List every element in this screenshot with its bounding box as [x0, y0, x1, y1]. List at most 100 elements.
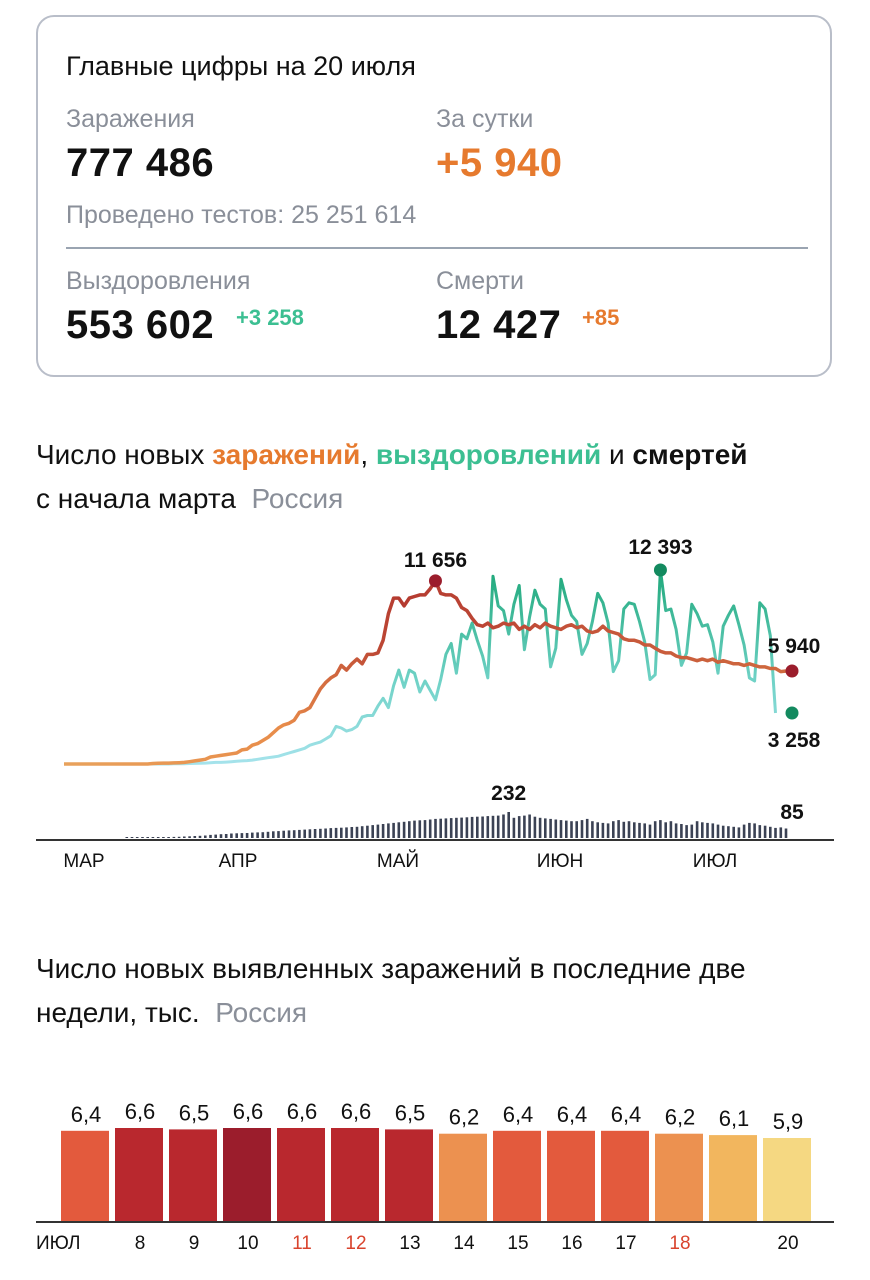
deaths-bar	[444, 818, 448, 838]
deaths-bar	[742, 824, 746, 838]
deaths-bar	[224, 834, 228, 838]
deaths-bar	[298, 829, 301, 838]
deaths-bar	[413, 820, 416, 838]
deaths-bar	[601, 822, 605, 838]
bar	[655, 1133, 703, 1222]
tests-count: Проведено тестов: 25 251 614	[66, 201, 417, 229]
bar-category-label: 10	[237, 1233, 258, 1254]
deaths-bar	[340, 827, 343, 838]
line-chart: МАР АПР МАЙ ИЮН ИЮЛ 11 656 12 393 5 940 3 258 23…	[36, 536, 834, 872]
bar-category-label: 18	[669, 1233, 690, 1254]
deaths-bar	[585, 818, 589, 838]
bar-category-label: 14	[453, 1233, 475, 1254]
deaths-delta: +85	[582, 305, 620, 330]
heading-text: Число новых	[36, 439, 213, 470]
deaths-bar	[549, 818, 552, 838]
deaths-bar	[193, 836, 197, 838]
deaths-bar	[156, 837, 160, 838]
deaths-bar	[627, 821, 631, 838]
deaths-bar	[460, 817, 463, 838]
infections-value: 777 486	[66, 141, 215, 185]
point-marker	[785, 706, 799, 720]
bar-category-label: 12	[345, 1233, 366, 1254]
bar-value-label: 6,5	[395, 1100, 426, 1125]
deaths-bar	[261, 832, 265, 838]
deaths-bar	[674, 823, 678, 838]
deaths-bar	[167, 837, 170, 838]
bar	[439, 1133, 487, 1222]
deaths-bar	[538, 817, 542, 838]
deaths-bar	[664, 822, 667, 838]
deaths-bar	[151, 837, 155, 838]
deaths-bar	[711, 823, 715, 838]
deaths-bar	[758, 825, 762, 838]
x-tick-label: ИЮН	[537, 851, 584, 872]
deaths-bar	[763, 825, 767, 838]
heading-line2: с начала марта	[36, 483, 236, 514]
deaths-bar	[544, 818, 547, 838]
deaths-bar	[292, 830, 296, 838]
deaths-bar	[256, 832, 259, 838]
bar-value-label: 6,1	[719, 1106, 750, 1131]
deaths-bar	[491, 815, 495, 838]
deaths-bar	[695, 821, 699, 838]
bar-category-label: 11	[292, 1233, 312, 1254]
chart1-heading: Число новых заражений, выздоровлений и с…	[36, 433, 748, 521]
deaths-bar	[381, 824, 385, 838]
deaths-bar	[669, 821, 673, 838]
deaths-bar	[476, 816, 479, 838]
bar-value-label: 6,4	[557, 1102, 588, 1127]
deaths-bar	[659, 820, 662, 838]
deaths-label: Смерти	[436, 267, 524, 295]
daily-value: +5 940	[436, 141, 563, 185]
deaths-bar	[716, 824, 720, 838]
deaths-bar	[230, 833, 233, 838]
point-marker	[785, 664, 799, 678]
deaths-bar	[329, 828, 333, 838]
deaths-bar	[638, 822, 641, 838]
deaths-bar	[214, 834, 217, 838]
point-label: 11 656	[404, 549, 467, 572]
deaths-bar	[727, 826, 730, 838]
bar-value-label: 6,6	[287, 1099, 318, 1124]
deaths-bar	[366, 825, 369, 838]
deaths-bar	[387, 823, 390, 838]
bar-value-label: 6,4	[611, 1102, 642, 1127]
bar	[601, 1130, 649, 1222]
deaths-bar	[517, 816, 521, 838]
deaths-bar	[470, 816, 474, 838]
deaths-bar	[612, 821, 615, 838]
deaths-bar	[465, 817, 469, 838]
deaths-last-label: 85	[780, 801, 804, 824]
deaths-bar	[345, 827, 348, 838]
bar-chart: 6,4 6,6 6,5 6,6 6,6 6,6 6,5 6,2 6,4 6,4 6,4 6,2 6,1 5…	[36, 1099, 834, 1254]
point-marker	[653, 563, 667, 577]
deaths-bar	[408, 821, 411, 838]
deaths-bar	[575, 821, 578, 838]
deaths-bar	[455, 817, 458, 838]
deaths-bar	[533, 816, 537, 838]
bar	[223, 1128, 271, 1222]
bar	[763, 1138, 811, 1222]
deaths-bar	[496, 815, 500, 838]
x-tick-label: МАР	[63, 851, 104, 872]
deaths-bar	[653, 821, 657, 838]
point-label: 12 393	[628, 536, 692, 559]
deaths-bar	[245, 833, 249, 838]
deaths-bar	[240, 833, 244, 838]
deaths-bar	[622, 821, 626, 839]
deaths-bar	[690, 824, 694, 838]
deaths-bar	[287, 830, 291, 838]
deaths-bar	[324, 828, 327, 838]
daily-label: За сутки	[436, 105, 534, 133]
point-marker	[428, 574, 442, 588]
deaths-bar	[570, 821, 573, 838]
deaths-bar	[418, 820, 422, 838]
deaths-bar	[559, 820, 563, 838]
deaths-bar	[251, 832, 254, 838]
heading-comma: ,	[360, 439, 376, 470]
deaths-bar	[523, 815, 526, 838]
summary-card: Главные цифры на 20 июля Заражения 777 4…	[36, 15, 832, 377]
deaths-bar	[580, 820, 584, 838]
deaths-bar	[423, 820, 427, 838]
